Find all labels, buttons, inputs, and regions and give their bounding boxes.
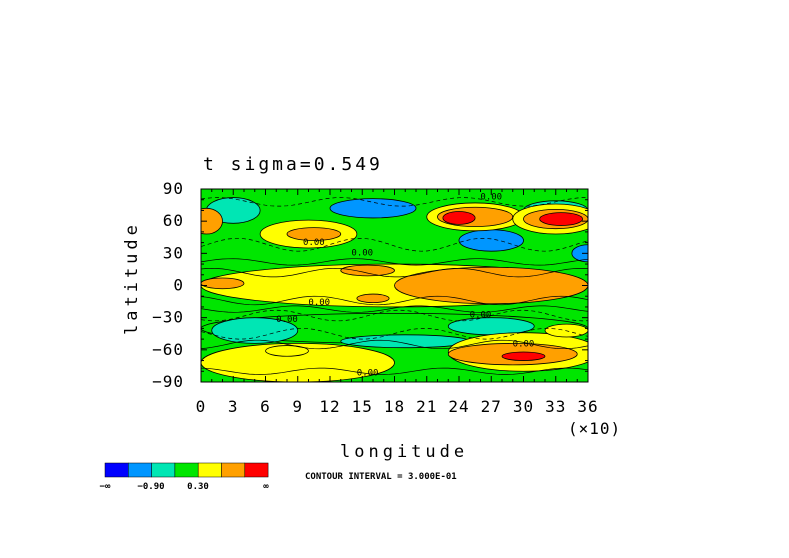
field-region-26 bbox=[501, 351, 546, 361]
y-tick-label: 0 bbox=[173, 276, 184, 295]
contour-line-1 bbox=[201, 267, 588, 278]
contour-line-0 bbox=[201, 258, 588, 266]
colorbar-swatch bbox=[151, 462, 176, 478]
x-axis-label: longitude bbox=[340, 442, 468, 462]
x-multiplier: (×10) bbox=[568, 419, 621, 438]
y-tick-labels: 90 60 30 0 −30 −60 −90 bbox=[152, 179, 184, 391]
y-axis-label: latitude bbox=[122, 221, 142, 335]
colorbar-swatch bbox=[104, 462, 129, 478]
x-tick-label: 27 bbox=[481, 397, 502, 416]
x-tick-label: 12 bbox=[319, 397, 340, 416]
y-tick-label: −30 bbox=[152, 308, 184, 327]
field-region-3 bbox=[458, 229, 524, 252]
tick-marks bbox=[200, 188, 589, 383]
colorbar-swatch bbox=[174, 462, 199, 478]
plot-area bbox=[201, 189, 588, 382]
x-tick-label: 0 bbox=[196, 397, 207, 416]
y-tick-label: −60 bbox=[152, 340, 184, 359]
colorbar bbox=[104, 462, 269, 478]
contour-label: 0.00 bbox=[480, 193, 502, 203]
contour-label: 0.00 bbox=[513, 340, 535, 350]
contour-label: 0.00 bbox=[303, 238, 325, 248]
x-tick-label: 30 bbox=[513, 397, 534, 416]
field-region-27 bbox=[265, 345, 309, 357]
field-region-17 bbox=[201, 277, 245, 290]
contour-label: 0.00 bbox=[351, 248, 373, 258]
x-tick-label: 9 bbox=[292, 397, 303, 416]
x-tick-label: 21 bbox=[416, 397, 437, 416]
contour-line-3 bbox=[201, 305, 588, 313]
colorbar-swatch bbox=[197, 462, 222, 478]
y-tick-label: −90 bbox=[152, 372, 184, 391]
field-region-15 bbox=[394, 266, 588, 305]
colorbar-labels: −∞ −0.90 0.30 ∞ bbox=[100, 482, 270, 492]
contour-label: 0.00 bbox=[308, 298, 330, 308]
field-region-2 bbox=[329, 198, 417, 219]
y-tick-label: 30 bbox=[163, 243, 184, 262]
contour-line-4 bbox=[201, 309, 588, 322]
contour-line-6 bbox=[201, 237, 588, 252]
field-region-6 bbox=[286, 227, 342, 241]
contour-labels: 0.00 0.00 0.00 0.00 0.00 0.00 0.00 0.00 bbox=[276, 193, 534, 379]
y-tick-label: 60 bbox=[163, 211, 184, 230]
field-region-4 bbox=[571, 244, 588, 263]
x-tick-label: 36 bbox=[577, 397, 598, 416]
x-tick-label: 6 bbox=[260, 397, 271, 416]
contour-interval: CONTOUR INTERVAL = 3.000E-01 bbox=[305, 472, 457, 482]
x-tick-label: 33 bbox=[545, 397, 566, 416]
x-tick-labels: 0 3 6 9 12 15 18 21 24 27 30 33 36 bbox=[196, 397, 598, 416]
colorbar-label: ∞ bbox=[263, 482, 269, 492]
contour-line-5 bbox=[201, 339, 588, 350]
field-layer bbox=[201, 189, 588, 382]
field-region-12 bbox=[539, 212, 584, 226]
colorbar-swatch bbox=[128, 462, 152, 478]
y-tick-label: 90 bbox=[163, 179, 184, 198]
x-tick-label: 24 bbox=[448, 397, 469, 416]
x-tick-label: 3 bbox=[228, 397, 239, 416]
field-region-16 bbox=[340, 264, 395, 277]
contour-line-8 bbox=[201, 367, 588, 375]
x-tick-label: 18 bbox=[384, 397, 405, 416]
contour-label: 0.00 bbox=[357, 369, 379, 379]
colorbar-label: 0.30 bbox=[187, 482, 209, 492]
field-region-18 bbox=[356, 293, 390, 304]
contour-line-2 bbox=[201, 295, 588, 306]
field-region-9 bbox=[442, 211, 476, 225]
x-tick-label: 15 bbox=[352, 397, 373, 416]
field-region-13 bbox=[201, 207, 223, 235]
colorbar-label: −0.90 bbox=[137, 482, 164, 492]
colorbar-label: −∞ bbox=[100, 482, 111, 492]
colorbar-swatch bbox=[221, 462, 246, 478]
field-region-20 bbox=[211, 317, 299, 344]
colorbar-swatch bbox=[244, 462, 269, 478]
contour-label: 0.00 bbox=[276, 315, 298, 325]
contour-lines bbox=[201, 197, 588, 375]
contour-label: 0.00 bbox=[470, 311, 492, 321]
field-region-21 bbox=[340, 334, 471, 349]
contour-line-9 bbox=[201, 328, 588, 340]
chart-title: t sigma=0.549 bbox=[203, 154, 383, 175]
field-region-23 bbox=[201, 343, 395, 382]
contour-line-7 bbox=[201, 197, 588, 207]
